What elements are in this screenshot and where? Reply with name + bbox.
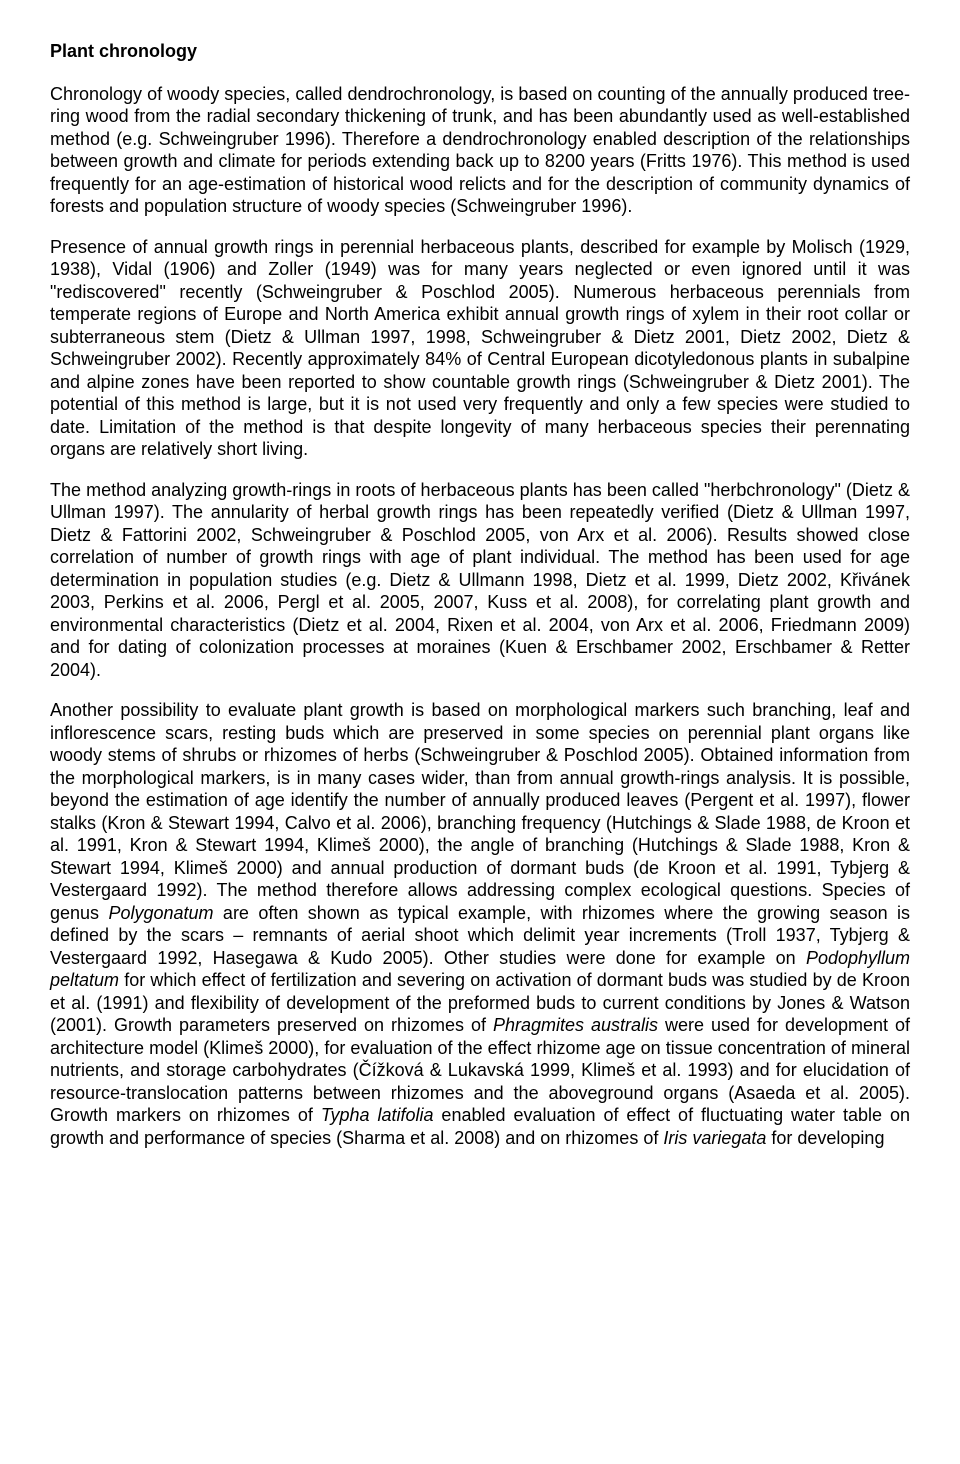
- italic-text: Polygonatum: [108, 903, 213, 923]
- body-text: The method analyzing growth-rings in roo…: [50, 480, 910, 680]
- paragraph-3: The method analyzing growth-rings in roo…: [50, 479, 910, 682]
- paragraph-4: Another possibility to evaluate plant gr…: [50, 699, 910, 1149]
- body-text: Chronology of woody species, called dend…: [50, 84, 910, 217]
- body-text: Another possibility to evaluate plant gr…: [50, 700, 910, 923]
- body-text: for developing: [766, 1128, 884, 1148]
- body-text: Presence of annual growth rings in peren…: [50, 237, 910, 460]
- paragraph-2: Presence of annual growth rings in peren…: [50, 236, 910, 461]
- italic-text: Phragmites australis: [493, 1015, 658, 1035]
- italic-text: Iris variegata: [663, 1128, 766, 1148]
- paragraph-1: Chronology of woody species, called dend…: [50, 83, 910, 218]
- page-title: Plant chronology: [50, 40, 910, 63]
- italic-text: Typha latifolia: [321, 1105, 434, 1125]
